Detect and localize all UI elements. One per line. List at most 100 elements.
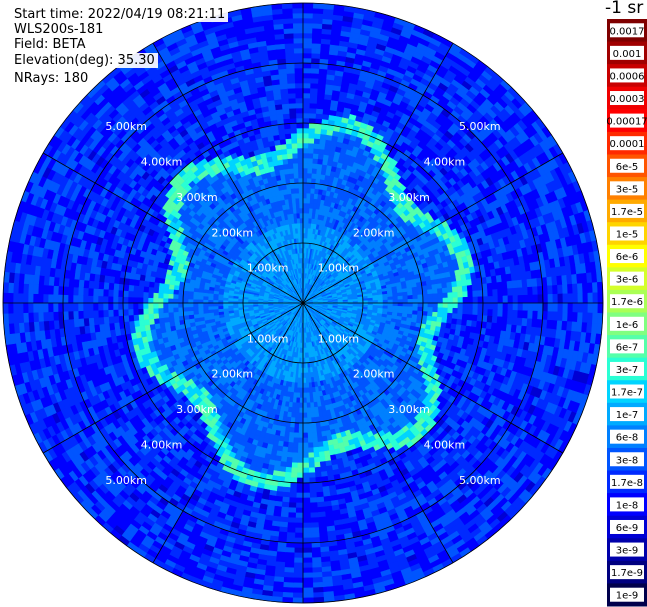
range-gate-cell bbox=[451, 286, 458, 293]
range-gate-cell bbox=[407, 298, 414, 304]
range-gate-cell bbox=[466, 284, 473, 292]
range-gate-cell bbox=[311, 47, 322, 54]
range-gate-cell bbox=[311, 173, 317, 179]
range-gate-cell bbox=[451, 313, 458, 320]
range-gate-cell bbox=[482, 289, 489, 297]
range-gate-cell bbox=[387, 296, 394, 301]
range-gate-cell bbox=[318, 68, 328, 75]
range-gate-cell bbox=[521, 279, 528, 288]
range-gate-cell bbox=[437, 307, 444, 314]
range-gate-cell bbox=[452, 302, 459, 309]
range-gate-cell bbox=[417, 302, 424, 308]
range-gate-cell bbox=[577, 292, 584, 304]
range-gate-cell bbox=[557, 311, 564, 322]
range-gate-cell bbox=[427, 302, 434, 308]
range-gate-cell bbox=[587, 282, 594, 294]
range-gate-cell bbox=[511, 317, 518, 326]
range-gate-cell bbox=[447, 297, 454, 304]
range-gate-cell bbox=[446, 287, 453, 294]
range-gate-cell bbox=[542, 285, 549, 295]
range-gate-cell bbox=[542, 302, 549, 312]
range-gate-cell bbox=[521, 318, 528, 327]
range-gate-cell bbox=[309, 102, 318, 109]
range-gate-cell bbox=[313, 148, 320, 155]
range-gate-cell bbox=[461, 285, 468, 293]
range-gate-cell bbox=[302, 187, 308, 194]
range-gate-cell bbox=[597, 302, 604, 314]
range-gate-cell bbox=[422, 298, 429, 304]
range-gate-cell bbox=[482, 309, 489, 317]
range-gate-cell bbox=[308, 127, 316, 134]
range-gate-cell bbox=[302, 7, 314, 14]
range-gate-cell bbox=[312, 22, 323, 29]
range-gate-cell bbox=[492, 309, 499, 317]
range-gate-cell bbox=[416, 286, 423, 292]
range-gate-cell bbox=[487, 302, 494, 310]
range-gate-cell bbox=[507, 295, 514, 304]
range-gate-cell bbox=[442, 297, 449, 304]
range-gate-cell bbox=[302, 192, 308, 199]
range-gate-cell bbox=[309, 112, 317, 119]
range-gate-cell bbox=[447, 307, 454, 314]
range-gate-cell bbox=[502, 295, 509, 304]
range-gate-cell bbox=[302, 37, 313, 44]
range-gate-cell bbox=[512, 302, 519, 311]
range-gate-cell bbox=[392, 305, 399, 310]
range-gate-cell bbox=[427, 298, 434, 304]
range-gate-cell bbox=[486, 315, 493, 324]
range-gate-cell bbox=[302, 142, 309, 149]
range-gate-cell bbox=[302, 207, 307, 214]
range-gate-cell bbox=[377, 299, 384, 304]
range-gate-cell bbox=[307, 172, 313, 179]
range-gate-cell bbox=[482, 296, 489, 304]
range-gate-cell bbox=[502, 302, 509, 311]
range-gate-cell bbox=[471, 284, 478, 292]
range-gate-cell bbox=[402, 295, 409, 300]
range-gate-cell bbox=[552, 302, 559, 313]
range-gate-cell bbox=[502, 288, 509, 297]
range-gate-cell bbox=[542, 311, 549, 321]
range-gate-cell bbox=[477, 296, 484, 304]
range-gate-cell bbox=[441, 282, 448, 289]
range-gate-cell bbox=[456, 280, 463, 288]
range-gate-cell bbox=[577, 302, 584, 314]
range-gate-cell bbox=[412, 298, 419, 304]
range-gate-cell bbox=[302, 67, 312, 74]
range-gate-cell bbox=[312, 12, 324, 19]
range-gate-cell bbox=[452, 297, 459, 304]
range-gate-cell bbox=[597, 292, 604, 304]
range-gate-cell bbox=[306, 177, 312, 184]
range-gate-cell bbox=[426, 284, 433, 291]
range-gate-cell bbox=[397, 299, 404, 304]
range-gate-cell bbox=[302, 62, 312, 69]
range-gate-cell bbox=[302, 72, 312, 79]
range-gate-cell bbox=[507, 302, 514, 311]
range-gate-cell bbox=[387, 299, 394, 304]
range-gate-cell bbox=[477, 302, 484, 310]
range-gate-cell bbox=[462, 296, 469, 304]
range-gate-cell bbox=[302, 177, 308, 184]
range-gate-cell bbox=[432, 307, 439, 313]
range-gate-cell bbox=[308, 137, 315, 144]
range-gate-cell bbox=[307, 152, 314, 159]
range-gate-cell bbox=[497, 309, 504, 318]
range-gate-cell bbox=[308, 122, 316, 129]
range-gate-cell bbox=[522, 294, 529, 304]
range-gate-cell bbox=[302, 167, 308, 174]
range-gate-cell bbox=[457, 302, 464, 309]
range-gate-cell bbox=[392, 299, 399, 304]
range-gate-cell bbox=[302, 52, 312, 59]
range-gate-cell bbox=[442, 302, 449, 309]
range-gate-cell bbox=[310, 77, 319, 84]
range-gate-cell bbox=[302, 202, 307, 209]
range-gate-cell bbox=[437, 302, 444, 309]
range-gate-cell bbox=[567, 311, 574, 323]
range-gate-cell bbox=[552, 284, 559, 295]
range-gate-cell bbox=[592, 302, 599, 314]
range-gate-cell bbox=[397, 302, 404, 307]
range-gate-cell bbox=[522, 310, 529, 319]
range-gate-cell bbox=[312, 7, 324, 14]
backscatter-field bbox=[2, 2, 604, 604]
range-gate-cell bbox=[310, 87, 319, 94]
